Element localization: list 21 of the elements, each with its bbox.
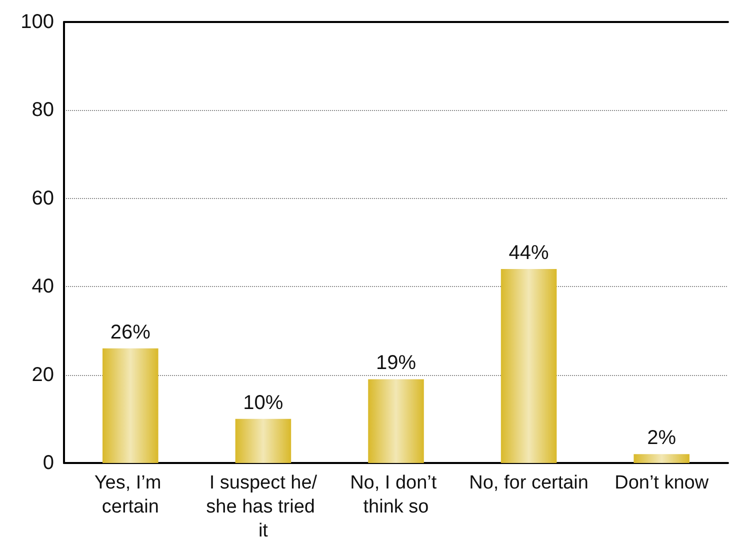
x-tick-label: No, for certain (469, 472, 588, 494)
bar (235, 418, 292, 463)
x-tick-label: Don’t know (614, 472, 709, 494)
bar (368, 379, 424, 463)
data-label: 2% (647, 427, 676, 450)
bar (102, 348, 158, 463)
x-tick-label: Yes, I’m certain (94, 472, 166, 518)
y-tick-label: 80 (32, 99, 54, 122)
data-label: 10% (243, 392, 284, 414)
x-tick-label: I suspect he/she has tried it (206, 472, 320, 542)
y-tick-label: 100 (20, 11, 54, 33)
data-label: 44% (508, 242, 550, 264)
bar (634, 454, 690, 463)
bar (500, 268, 557, 463)
y-tick-label: 20 (32, 364, 54, 386)
x-tick-label: No, I don’t think so (350, 472, 442, 518)
y-tick-label: 40 (32, 276, 54, 298)
y-tick-label: 60 (32, 187, 54, 210)
y-tick-label: 0 (42, 452, 54, 474)
data-label: 26% (110, 321, 151, 344)
data-label: 19% (376, 352, 416, 374)
